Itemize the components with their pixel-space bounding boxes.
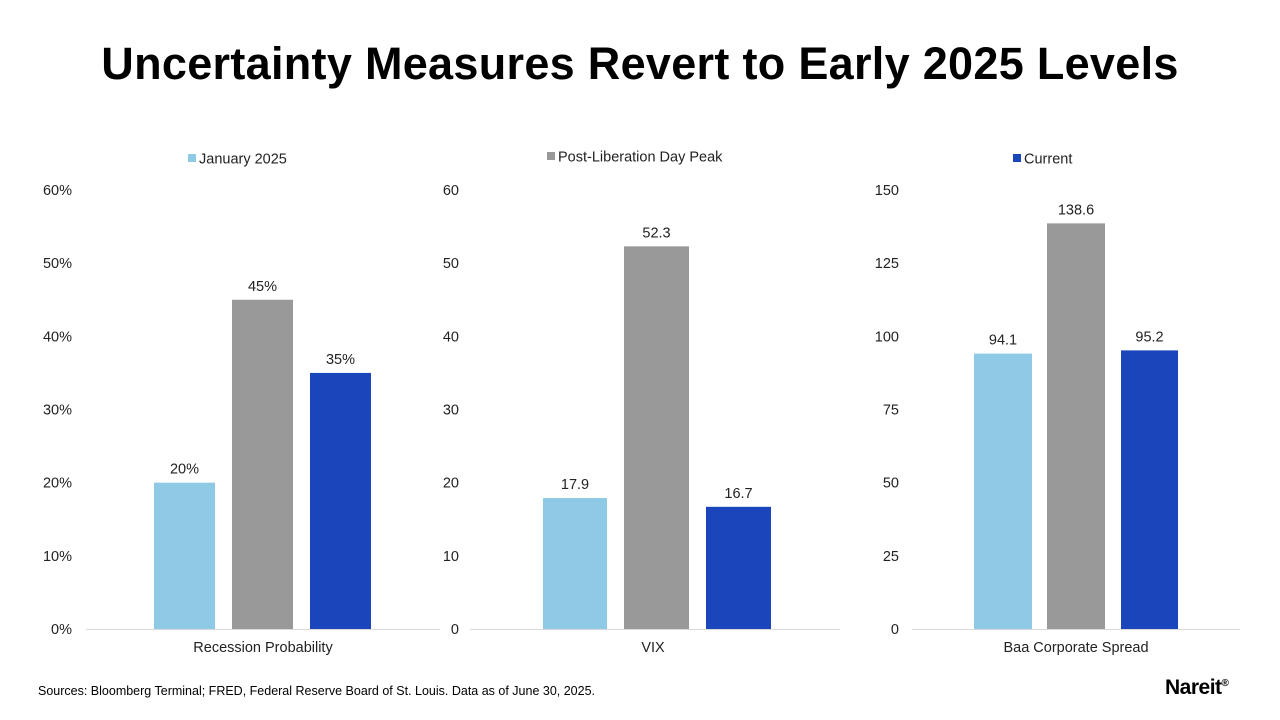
data-label: 20% bbox=[170, 462, 199, 478]
legend-label: Post-Liberation Day Peak bbox=[558, 150, 723, 166]
bar bbox=[1121, 350, 1178, 629]
y-tick-label: 125 bbox=[875, 256, 899, 272]
page-title: Uncertainty Measures Revert to Early 202… bbox=[101, 38, 1179, 89]
legend-swatch bbox=[188, 154, 196, 162]
y-tick-label: 30% bbox=[43, 403, 72, 419]
legend-swatch bbox=[547, 152, 555, 160]
y-tick-label: 50 bbox=[883, 476, 899, 492]
bar bbox=[232, 299, 293, 629]
y-tick-label: 30 bbox=[443, 403, 459, 419]
y-tick-label: 0 bbox=[891, 622, 899, 638]
y-tick-label: 10 bbox=[443, 549, 459, 565]
bar bbox=[1047, 223, 1105, 629]
legend-swatch bbox=[1013, 154, 1021, 162]
x-category-label: Recession Probability bbox=[193, 640, 333, 656]
bar bbox=[310, 372, 371, 629]
y-tick-label: 40% bbox=[43, 329, 72, 345]
y-tick-label: 50% bbox=[43, 256, 72, 272]
data-label: 138.6 bbox=[1058, 202, 1094, 218]
data-label: 95.2 bbox=[1135, 329, 1163, 345]
logo-mark: ® bbox=[1221, 678, 1229, 689]
nareit-logo: Nareit® bbox=[1165, 676, 1229, 700]
y-tick-label: 20 bbox=[443, 476, 459, 492]
legend-label: Current bbox=[1024, 152, 1072, 168]
data-label: 45% bbox=[248, 279, 277, 295]
y-tick-label: 20% bbox=[43, 476, 72, 492]
bar bbox=[706, 506, 771, 629]
y-tick-label: 100 bbox=[875, 329, 899, 345]
y-tick-label: 10% bbox=[43, 549, 72, 565]
data-label: 16.7 bbox=[724, 486, 752, 502]
data-label: 17.9 bbox=[561, 477, 589, 493]
y-tick-label: 40 bbox=[443, 329, 459, 345]
logo-text: Nareit bbox=[1165, 676, 1222, 699]
legend-label: January 2025 bbox=[199, 152, 287, 168]
y-tick-label: 150 bbox=[875, 183, 899, 199]
bar bbox=[624, 246, 689, 630]
data-label: 35% bbox=[326, 352, 355, 368]
y-tick-label: 75 bbox=[883, 403, 899, 419]
bar bbox=[543, 498, 607, 629]
y-tick-label: 50 bbox=[443, 256, 459, 272]
data-label: 94.1 bbox=[989, 333, 1017, 349]
bar bbox=[974, 353, 1032, 629]
y-tick-label: 0% bbox=[51, 622, 72, 638]
y-tick-label: 60% bbox=[43, 183, 72, 199]
x-category-label: Baa Corporate Spread bbox=[1003, 640, 1148, 656]
bar bbox=[154, 482, 215, 629]
y-tick-label: 0 bbox=[451, 622, 459, 638]
source-note: Sources: Bloomberg Terminal; FRED, Feder… bbox=[38, 684, 595, 698]
y-tick-label: 25 bbox=[883, 549, 899, 565]
x-category-label: VIX bbox=[641, 640, 665, 656]
y-tick-label: 60 bbox=[443, 183, 459, 199]
data-label: 52.3 bbox=[642, 225, 670, 241]
